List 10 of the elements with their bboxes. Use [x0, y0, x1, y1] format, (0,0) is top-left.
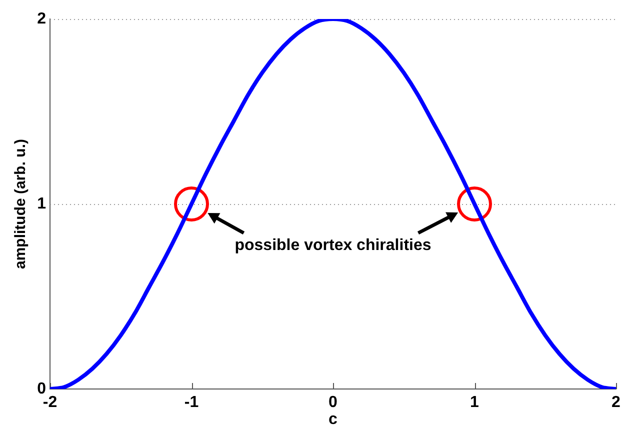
y-axis-title: amplitude (arb. u.) [12, 138, 30, 270]
annotation: possible vortex chiralities [234, 237, 432, 254]
line-series [50, 19, 616, 389]
x-axis-title: c [328, 410, 338, 428]
x-tick-label: -1 [184, 394, 199, 412]
y-tick-label: 2 [37, 10, 46, 28]
x-tick-label: 0 [328, 394, 338, 412]
x-tick-label: 2 [612, 394, 621, 412]
y-tick-label: 1 [37, 195, 46, 212]
x-tick-label: 1 [470, 394, 480, 412]
